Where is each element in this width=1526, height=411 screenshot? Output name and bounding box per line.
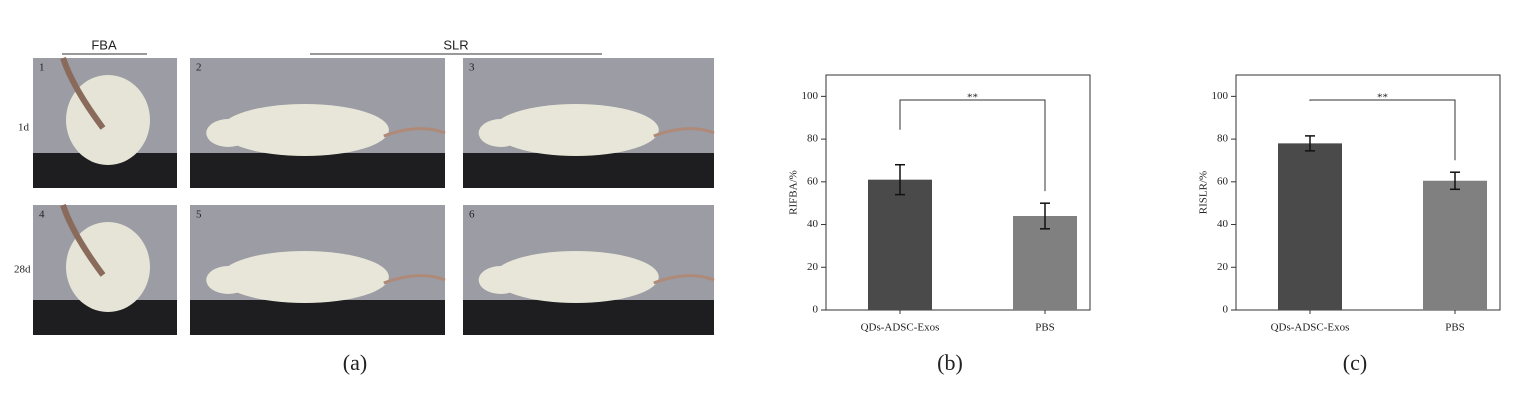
y-tick-label: 80 bbox=[807, 133, 819, 145]
rat-head bbox=[206, 119, 251, 147]
photo-number: 4 bbox=[39, 209, 45, 221]
x-tick-label: PBS bbox=[1445, 322, 1465, 334]
significance-bracket bbox=[1309, 99, 1456, 161]
rat bbox=[66, 75, 150, 165]
y-tick-label: 100 bbox=[802, 90, 819, 102]
rat bbox=[66, 222, 150, 312]
panel-caption: (b) bbox=[937, 350, 963, 375]
significance-bracket bbox=[899, 99, 1046, 192]
bar bbox=[868, 179, 932, 310]
tail bbox=[60, 204, 106, 277]
tail bbox=[383, 274, 446, 285]
column-label: FBA bbox=[91, 37, 117, 52]
x-tick-label: PBS bbox=[1035, 322, 1055, 334]
x-tick-label: QDs-ADSC-Exos bbox=[1271, 322, 1350, 334]
photo: 4 bbox=[33, 204, 177, 335]
tail bbox=[653, 127, 715, 138]
photo-number: 5 bbox=[196, 209, 202, 221]
error-bar bbox=[1305, 135, 1315, 152]
photo-number: 1 bbox=[39, 62, 45, 74]
y-axis-label: RISLR/% bbox=[1198, 171, 1210, 214]
rat-head bbox=[478, 119, 523, 147]
tail bbox=[383, 127, 446, 138]
photo: 2 bbox=[190, 58, 446, 188]
photo-floor bbox=[190, 300, 445, 335]
y-tick-label: 100 bbox=[1212, 90, 1229, 102]
y-axis-label: RIFBA/% bbox=[788, 170, 800, 215]
tail bbox=[653, 274, 715, 285]
error-bar bbox=[895, 163, 905, 196]
photo: 6 bbox=[463, 205, 715, 335]
y-tick-label: 20 bbox=[807, 261, 819, 273]
significance-label: ** bbox=[1377, 92, 1388, 104]
rat bbox=[220, 251, 389, 303]
row-label: 1d bbox=[18, 122, 30, 134]
y-tick-label: 60 bbox=[1217, 175, 1229, 187]
rat-head bbox=[478, 266, 523, 294]
panel-caption: (a) bbox=[343, 350, 367, 375]
y-tick-label: 0 bbox=[813, 304, 819, 316]
photo-number: 3 bbox=[469, 62, 475, 74]
tail bbox=[60, 57, 106, 130]
rat bbox=[493, 251, 659, 303]
photo-floor bbox=[463, 153, 714, 188]
photo: 5 bbox=[190, 205, 446, 335]
y-tick-label: 20 bbox=[1217, 261, 1229, 273]
panel-caption: (c) bbox=[1343, 350, 1367, 375]
photo-floor bbox=[463, 300, 714, 335]
x-tick-label: QDs-ADSC-Exos bbox=[861, 322, 940, 334]
bar bbox=[1278, 143, 1342, 310]
photo-number: 2 bbox=[196, 62, 202, 74]
photo-panel: FBA SLR 1d 28d (a) bbox=[14, 37, 602, 375]
y-tick-label: 40 bbox=[1217, 218, 1229, 230]
error-bar bbox=[1040, 202, 1050, 230]
error-bar bbox=[1450, 171, 1460, 191]
axis-frame bbox=[1235, 74, 1501, 311]
photo: 3 bbox=[463, 58, 715, 188]
rat bbox=[220, 104, 389, 156]
bar bbox=[1013, 216, 1077, 310]
axis-frame bbox=[825, 74, 1091, 311]
bar bbox=[1423, 180, 1487, 310]
photo: 1 bbox=[33, 57, 177, 188]
y-tick-label: 80 bbox=[1217, 133, 1229, 145]
rat-head bbox=[206, 266, 251, 294]
photo-number: 6 bbox=[469, 209, 475, 221]
y-tick-label: 60 bbox=[807, 175, 819, 187]
y-tick-label: 0 bbox=[1223, 304, 1229, 316]
column-label: SLR bbox=[443, 37, 468, 52]
y-tick-label: 40 bbox=[807, 218, 819, 230]
row-label: 28d bbox=[14, 264, 31, 276]
significance-label: ** bbox=[967, 92, 978, 104]
photo-floor bbox=[190, 153, 445, 188]
rat bbox=[493, 104, 659, 156]
